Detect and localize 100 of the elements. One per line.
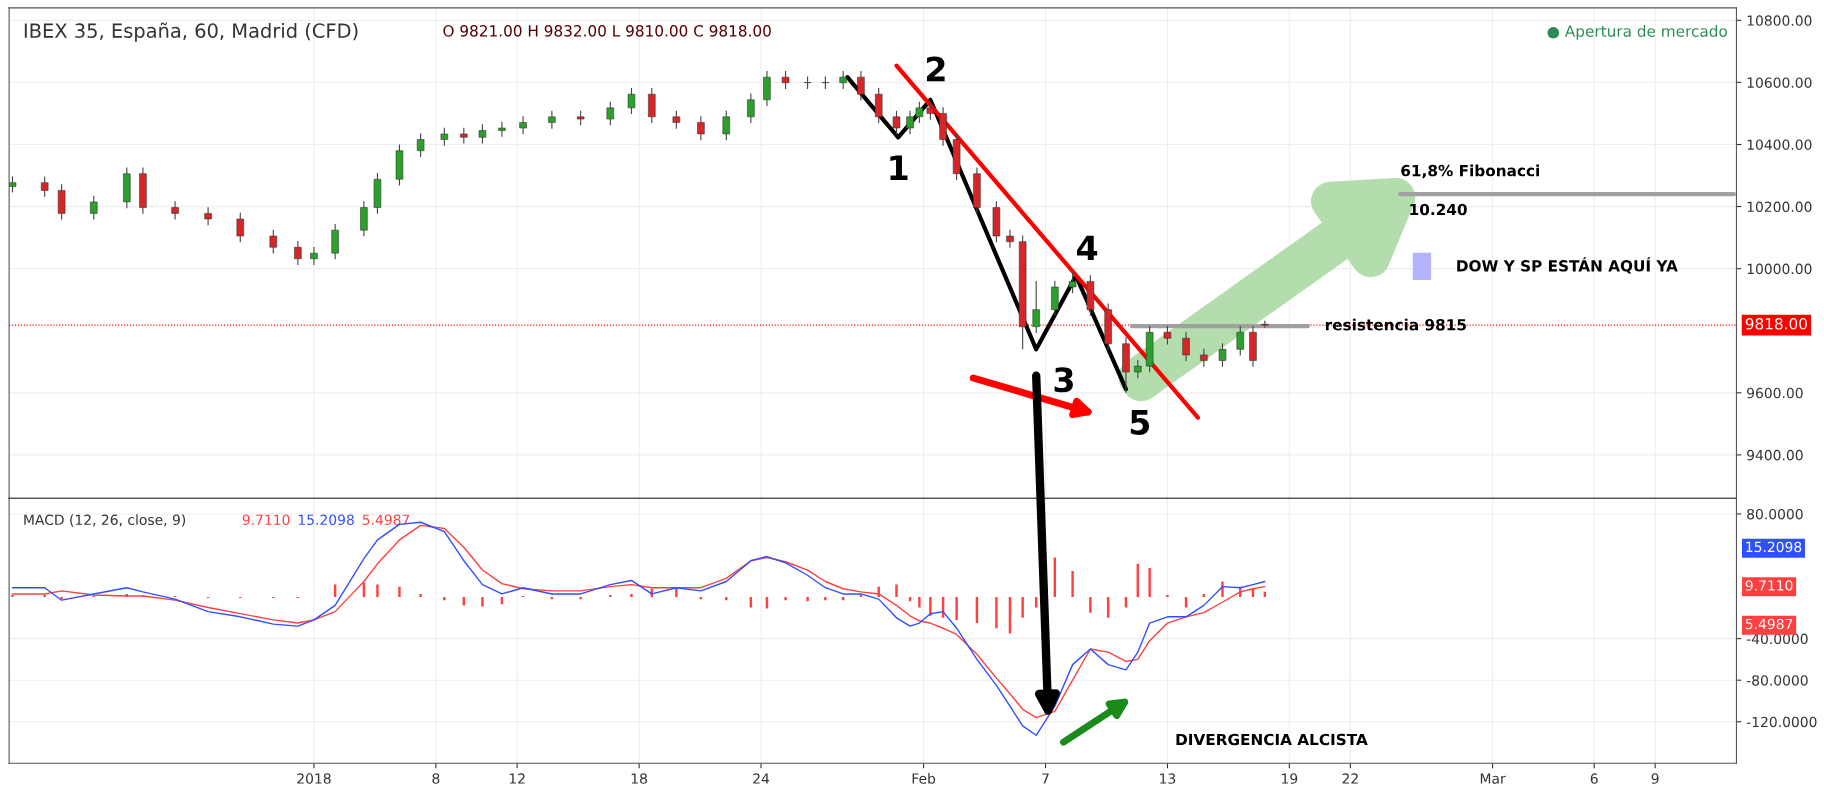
bar — [398, 586, 401, 598]
candlestick — [648, 87, 656, 124]
text: 15.2098 — [1746, 541, 1802, 553]
annotation: 10.240 — [1410, 203, 1467, 216]
candlestick — [269, 229, 278, 255]
candlestick — [236, 212, 245, 243]
y-tick-label: -80.0000 — [1746, 675, 1808, 686]
bar — [630, 593, 633, 598]
y-tick-label: 10400.00 — [1747, 139, 1812, 150]
bar — [481, 597, 484, 607]
x-tick-label: 19 — [1282, 773, 1298, 784]
candlestick — [519, 115, 527, 135]
x-tick-label: 22 — [1342, 773, 1358, 784]
candlestick — [310, 246, 318, 266]
candlestick — [1163, 325, 1172, 345]
annotation: 3 — [1054, 367, 1073, 393]
annotation: ● Apertura de mercado — [1547, 25, 1727, 40]
candlestick — [1006, 229, 1014, 249]
candlestick — [722, 110, 731, 141]
bar — [995, 597, 998, 629]
candlestick — [548, 110, 556, 130]
x-tick-label: 8 — [432, 773, 440, 784]
candlestick — [1200, 348, 1208, 368]
x-tick-label: 12 — [509, 773, 525, 784]
candlestick — [874, 87, 883, 124]
bar — [1166, 594, 1169, 598]
bar — [725, 597, 728, 601]
candlestick — [440, 127, 449, 147]
candlestick — [294, 240, 302, 266]
bar — [43, 594, 46, 598]
annotation: DIVERGENCIA ALCISTA — [1176, 733, 1368, 746]
candlestick — [1236, 325, 1244, 357]
x-tick-label: 24 — [753, 773, 770, 784]
bar — [806, 597, 809, 602]
ref-line-label: 9818.00 — [1745, 318, 1807, 330]
candlestick — [360, 200, 368, 237]
candlestick — [1134, 359, 1142, 379]
bar — [784, 597, 787, 601]
bar — [1021, 597, 1024, 618]
candlestick — [90, 195, 98, 221]
text: IBEX 35, España, 60, Madrid (CFD) — [24, 22, 358, 42]
y-tick-label: -120.0000 — [1746, 716, 1817, 728]
x-tick-label: Mar — [1480, 773, 1506, 784]
bar — [60, 597, 63, 600]
candlestick — [606, 101, 615, 126]
candlestick — [1218, 342, 1227, 368]
candlestick — [416, 132, 425, 158]
text: 5.4987 — [1745, 618, 1793, 630]
annotation: 1 — [890, 155, 908, 180]
x-tick-label: 13 — [1160, 773, 1176, 784]
candlestick — [763, 70, 771, 107]
annotation: 5 — [1130, 410, 1150, 435]
bar — [877, 586, 880, 598]
candlestick — [1068, 271, 1077, 294]
candlestick — [498, 121, 506, 138]
candlestick — [204, 206, 212, 226]
candlestick — [627, 87, 636, 115]
bar — [579, 597, 582, 600]
candlestick — [1182, 331, 1190, 362]
y-tick-label: -40.0000 — [1746, 633, 1808, 645]
y-tick-label: 10600.00 — [1747, 77, 1812, 88]
candlestick — [171, 200, 179, 221]
x-tick-label: 2018 — [297, 773, 331, 784]
candlestick — [478, 123, 487, 145]
bar — [609, 594, 612, 598]
y-tick-label: 9600.00 — [1747, 387, 1803, 399]
text: MACD (12, 26, close, 9) — [24, 514, 186, 527]
text: O 9821.00 H 9832.00 L 9810.00 C 9818.00 — [443, 25, 771, 37]
x-tick-label: 6 — [1590, 773, 1598, 784]
bar — [918, 597, 921, 608]
text: 9.7110 — [1745, 580, 1793, 591]
candlestick — [1032, 280, 1040, 334]
x-tick-label: Feb — [912, 773, 936, 784]
annotation: DOW Y SP ESTÁN AQUÍ YA — [1457, 257, 1678, 274]
annotation: 2 — [926, 56, 945, 82]
bar — [1148, 567, 1151, 598]
candlestick — [839, 70, 847, 90]
bar — [376, 584, 379, 598]
candlestick — [697, 115, 705, 141]
bar — [955, 597, 958, 620]
bar — [419, 593, 422, 598]
bar — [1071, 571, 1074, 598]
annotation: 4 — [1077, 235, 1098, 260]
candlestick — [672, 110, 681, 130]
annotation: resistencia 9815 — [1325, 318, 1466, 331]
text: 15.2098 — [298, 514, 354, 526]
y-tick-label: 10800.00 — [1747, 15, 1812, 26]
candlestick — [857, 70, 865, 101]
candlestick — [1051, 280, 1059, 317]
candlestick — [331, 223, 339, 260]
x-tick-label: 7 — [1042, 773, 1049, 784]
annotation: 61,8% Fibonacci — [1401, 164, 1539, 179]
y-tick-label: 80.0000 — [1747, 508, 1803, 520]
candlestick — [926, 101, 935, 121]
bar — [443, 597, 446, 601]
bar — [675, 587, 678, 598]
bar — [929, 597, 932, 616]
bar — [824, 597, 827, 601]
bar — [1089, 597, 1092, 613]
candlestick — [747, 93, 755, 124]
